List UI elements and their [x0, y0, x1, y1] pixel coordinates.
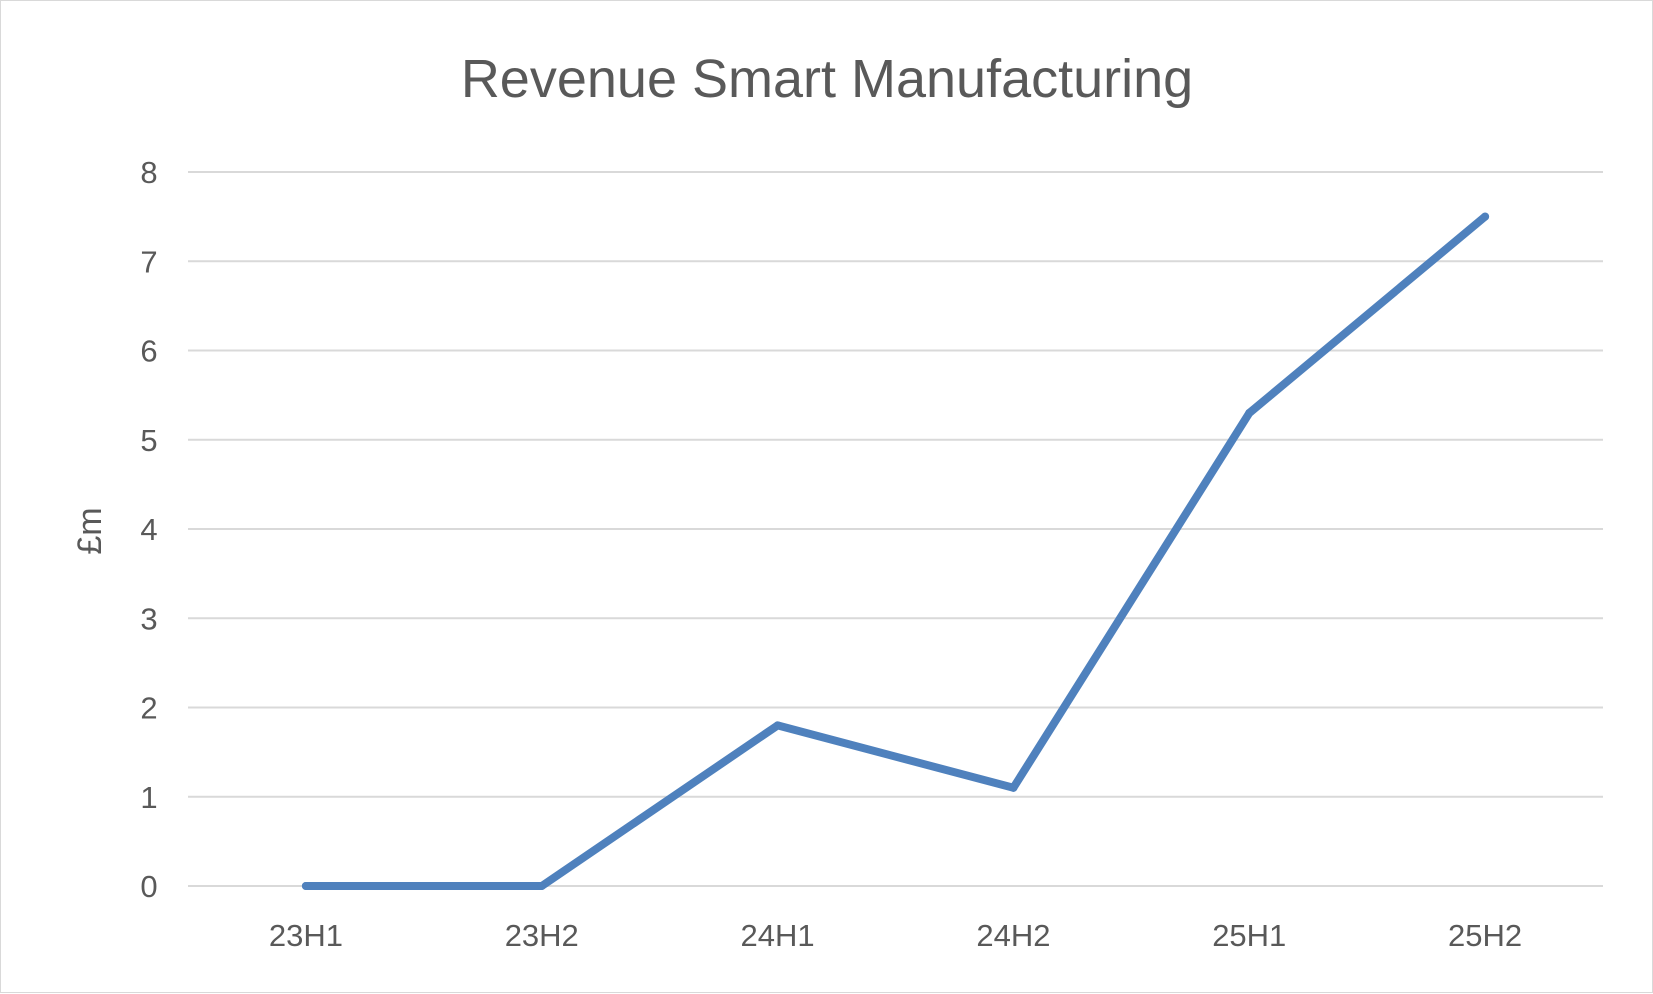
y-tick-label: 5 [140, 423, 157, 458]
data-point [537, 882, 546, 890]
x-tick-label: 23H2 [505, 918, 579, 953]
y-tick-label: 8 [140, 155, 157, 190]
series-line [301, 212, 1490, 890]
y-axis-label: £m [71, 507, 109, 554]
x-tick-label: 24H1 [741, 918, 815, 953]
y-tick-label: 3 [140, 601, 157, 636]
y-tick-label: 0 [140, 869, 157, 904]
y-axis-ticks: 0 1 2 3 4 5 6 7 8 [140, 155, 157, 904]
x-tick-label: 24H2 [976, 918, 1050, 953]
y-tick-label: 1 [140, 780, 157, 815]
data-point [773, 721, 782, 730]
x-tick-label: 25H1 [1212, 918, 1286, 953]
x-tick-label: 23H1 [269, 918, 343, 953]
gridlines [188, 171, 1603, 887]
y-tick-label: 4 [140, 512, 157, 547]
y-tick-label: 2 [140, 691, 157, 726]
y-tick-label: 7 [140, 244, 157, 279]
series-layer [301, 212, 1490, 890]
data-point [301, 882, 310, 890]
data-point [1481, 212, 1490, 221]
x-tick-label: 25H2 [1448, 918, 1522, 953]
data-point [1245, 408, 1254, 417]
data-point [1009, 783, 1018, 792]
x-axis-ticks: 23H1 23H2 24H1 24H2 25H1 25H2 [269, 918, 1522, 953]
chart-title: Revenue Smart Manufacturing [461, 49, 1193, 109]
y-tick-label: 6 [140, 334, 157, 369]
